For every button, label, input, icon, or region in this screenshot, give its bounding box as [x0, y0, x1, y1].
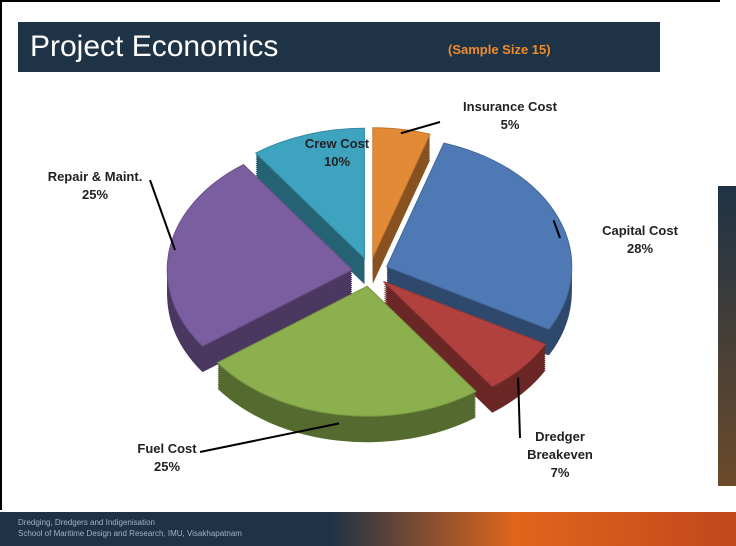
slice-label: Crew Cost: [304, 136, 370, 151]
side-panel: [718, 186, 736, 486]
leader-line: [517, 377, 521, 439]
footer-text: Dredging, Dredgers and Indigenisation: [18, 518, 155, 527]
frame: [0, 0, 720, 510]
footer-text: School of Maritime Design and Research, …: [18, 529, 242, 538]
leader-line: [400, 121, 441, 135]
slice-label: Dredger Breakeven: [527, 429, 593, 462]
slice: [386, 142, 573, 330]
slice-label: Repair & Maint.: [47, 169, 143, 184]
value-label: 25%: [153, 459, 181, 474]
slide-subtitle: (Sample Size 15): [448, 42, 551, 57]
chart: [149, 121, 573, 453]
leader-line: [199, 422, 340, 453]
slice: [372, 127, 431, 258]
value-label: 5%: [500, 117, 520, 132]
slice: [216, 285, 477, 417]
slide-title: Project Economics: [30, 30, 279, 63]
value-label: 25%: [81, 187, 109, 202]
slice-label: Fuel Cost: [137, 441, 197, 456]
value-label: 10%: [323, 154, 351, 169]
slice-label: Insurance Cost: [463, 99, 557, 114]
footer: Dredging, Dredgers and Indigenisation Sc…: [0, 512, 736, 546]
leader-line: [149, 179, 176, 251]
slice: [383, 281, 547, 388]
slice-label: Capital Cost: [602, 223, 678, 238]
title-bar: Project Economics (Sample Size 15): [18, 22, 660, 72]
leader-line: [552, 219, 561, 239]
slice: [254, 127, 365, 260]
value-label: 28%: [626, 241, 654, 256]
slice: [166, 163, 354, 347]
value-label: 7%: [550, 465, 570, 480]
